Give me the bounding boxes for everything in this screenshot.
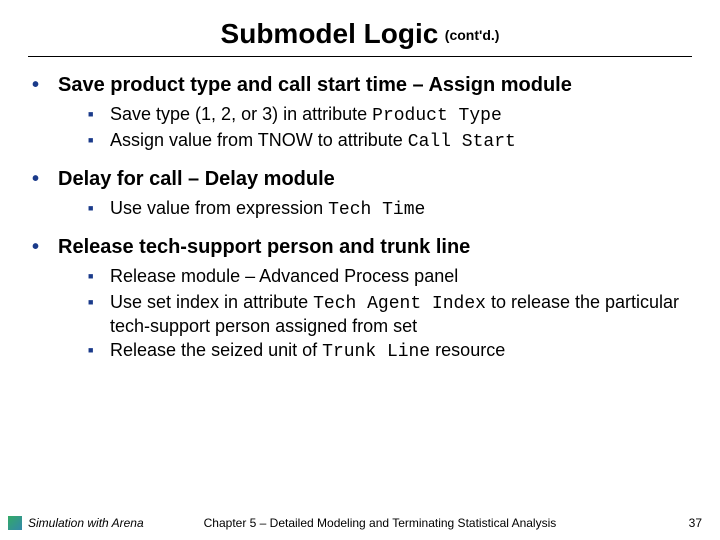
sublist-item-text: Assign value from TNOW to attribute Call… — [110, 129, 516, 153]
sublist-item-text: Use value from expression Tech Time — [110, 197, 425, 221]
bullet-l2-icon: ■ — [88, 339, 110, 363]
sublist-item: ■ Assign value from TNOW to attribute Ca… — [88, 129, 692, 153]
footer: Simulation with Arena Chapter 5 – Detail… — [0, 516, 720, 530]
page-number: 37 — [689, 516, 702, 530]
bullet-l2-icon: ■ — [88, 291, 110, 337]
list-item: • Release tech-support person and trunk … — [32, 235, 692, 259]
sublist-item-text: Use set index in attribute Tech Agent In… — [110, 291, 692, 337]
sublist-item: ■ Release the seized unit of Trunk Line … — [88, 339, 692, 363]
list-item: • Delay for call – Delay module — [32, 167, 692, 191]
sublist-item-text: Release the seized unit of Trunk Line re… — [110, 339, 505, 363]
bullet-l2-icon: ■ — [88, 103, 110, 127]
slide: Submodel Logic (cont'd.) • Save product … — [0, 0, 720, 540]
list-item-text: Delay for call – Delay module — [58, 167, 335, 191]
sublist-item: ■ Use set index in attribute Tech Agent … — [88, 291, 692, 337]
list-item-text: Release tech-support person and trunk li… — [58, 235, 470, 259]
sublist: ■ Use value from expression Tech Time — [88, 197, 692, 221]
slide-title-suffix: (cont'd.) — [445, 27, 500, 43]
sublist-item: ■ Release module – Advanced Process pane… — [88, 265, 692, 289]
sublist: ■ Release module – Advanced Process pane… — [88, 265, 692, 363]
sublist-item: ■ Save type (1, 2, or 3) in attribute Pr… — [88, 103, 692, 127]
bullet-l2-icon: ■ — [88, 129, 110, 153]
sublist-item-text: Save type (1, 2, or 3) in attribute Prod… — [110, 103, 502, 127]
sublist: ■ Save type (1, 2, or 3) in attribute Pr… — [88, 103, 692, 153]
slide-title: Submodel Logic — [221, 18, 439, 49]
bullet-l2-icon: ■ — [88, 197, 110, 221]
content: • Save product type and call start time … — [28, 73, 692, 363]
bullet-l1-icon: • — [32, 73, 58, 97]
list-item: • Save product type and call start time … — [32, 73, 692, 97]
footer-center: Chapter 5 – Detailed Modeling and Termin… — [204, 516, 689, 530]
footer-left: Simulation with Arena — [28, 516, 144, 530]
bullet-l2-icon: ■ — [88, 265, 110, 289]
sublist-item: ■ Use value from expression Tech Time — [88, 197, 692, 221]
logo-icon — [8, 516, 22, 530]
title-divider — [28, 56, 692, 57]
sublist-item-text: Release module – Advanced Process panel — [110, 265, 458, 289]
bullet-l1-icon: • — [32, 167, 58, 191]
list-item-text: Save product type and call start time – … — [58, 73, 572, 97]
bullet-l1-icon: • — [32, 235, 58, 259]
title-wrap: Submodel Logic (cont'd.) — [28, 18, 692, 50]
